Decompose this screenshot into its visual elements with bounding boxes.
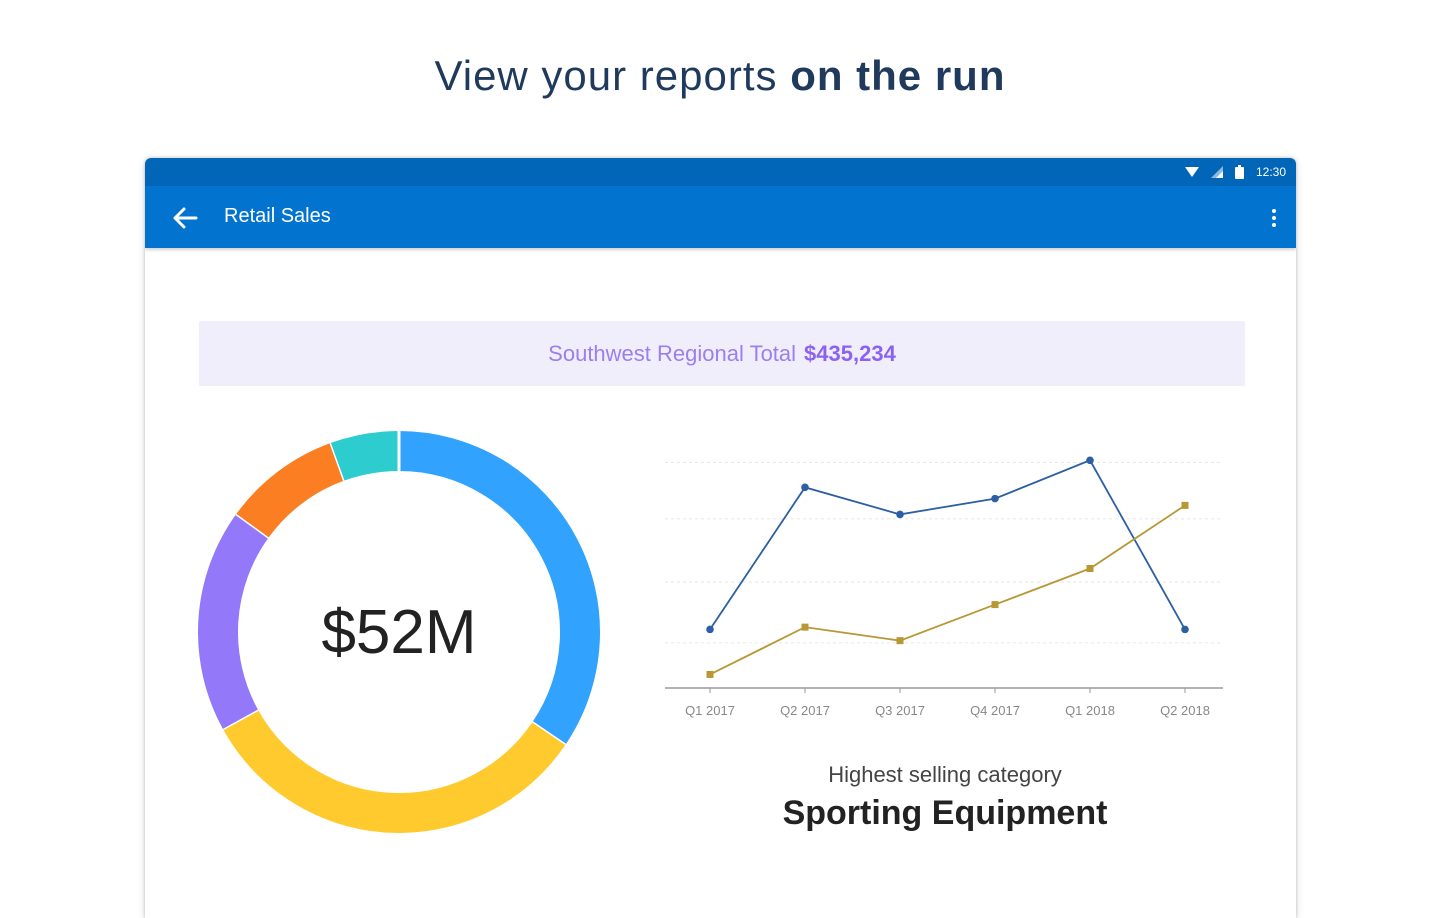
x-tick-label: Q3 2017 [875, 703, 925, 718]
donut-segment-4 [236, 442, 345, 538]
status-time: 12:30 [1255, 165, 1286, 179]
x-tick-label: Q1 2017 [685, 703, 735, 718]
headline: View your reports on the run [0, 52, 1440, 100]
overflow-menu-button[interactable] [1262, 202, 1286, 234]
back-button[interactable] [169, 202, 201, 234]
x-tick-label: Q4 2017 [970, 703, 1020, 718]
donut-segment-3 [198, 513, 269, 729]
series-line-1 [709, 459, 1186, 630]
highest-category-label: Highest selling category [828, 762, 1062, 787]
series-1-point [801, 483, 809, 492]
donut-segment-2 [222, 709, 566, 833]
series-1-point [706, 625, 714, 634]
arrow-left-icon [173, 207, 198, 229]
highest-category-value: Sporting Equipment [782, 794, 1108, 832]
donut-chart: $52M [197, 430, 601, 834]
series-2-point [1086, 565, 1094, 573]
regional-total-label: Southwest Regional Total [548, 340, 797, 366]
series-1-point [991, 494, 999, 503]
series-1-point [896, 510, 904, 519]
device-frame: 12:30 Retail Sales Southwest Regional To… [145, 158, 1296, 918]
x-tick-label: Q1 2018 [1065, 703, 1115, 718]
donut-segment-1 [398, 431, 600, 745]
wifi-icon [1184, 167, 1199, 177]
regional-total-amount: $435,234 [804, 340, 896, 366]
regional-total-banner: Southwest Regional Total $435,234 [199, 321, 1245, 386]
x-tick-label: Q2 2018 [1160, 703, 1210, 718]
series-2-point [991, 601, 999, 609]
status-icons: 12:30 [1184, 164, 1286, 180]
signal-icon [1210, 166, 1223, 178]
headline-bold: on the run [790, 52, 1006, 99]
x-tick-label: Q2 2017 [780, 703, 830, 718]
app-bar: Retail Sales [145, 186, 1296, 248]
donut-segment-5 [330, 431, 400, 481]
series-2-point [706, 670, 714, 678]
series-2-point [1181, 501, 1189, 509]
status-bar: 12:30 [145, 158, 1296, 186]
line-chart: Q1 2017 Q2 2017 Q3 2017 Q4 2017 Q1 2018 Q2 20… [665, 456, 1223, 718]
app-title: Retail Sales [224, 205, 331, 227]
series-line-2 [709, 504, 1186, 676]
series-2-point [801, 623, 809, 631]
series-2-point [896, 637, 904, 645]
headline-regular: View your reports [434, 52, 791, 99]
battery-icon [1234, 165, 1244, 179]
series-1-point [1086, 456, 1094, 465]
donut-center-value: $52M [321, 597, 477, 667]
more-vertical-icon [1272, 209, 1276, 227]
series-1-point [1181, 625, 1189, 634]
